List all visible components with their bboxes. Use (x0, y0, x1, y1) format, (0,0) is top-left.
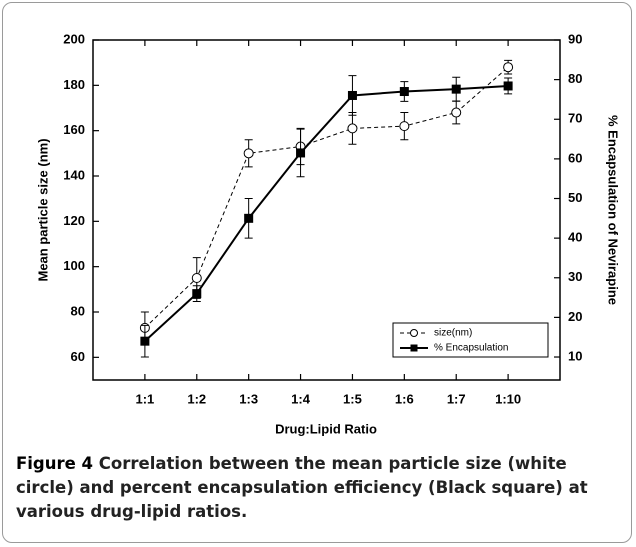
x-tick-label: 1:1 (135, 391, 154, 406)
y-tick-label: 80 (71, 303, 85, 318)
y-tick-label: 100 (63, 258, 85, 273)
series-line (144, 84, 509, 342)
y-tick-label: 140 (63, 167, 85, 182)
y2-axis-label: % Encapsulation of Nevirapine (606, 115, 621, 305)
caption-text: Correlation between the mean particle si… (16, 454, 588, 521)
marker (503, 81, 513, 91)
y-tick-label: 160 (63, 122, 85, 137)
marker (296, 148, 306, 158)
y2-tick-label: 70 (568, 111, 582, 126)
caption-label: Figure 4 (16, 454, 94, 473)
caption: Figure 4 Correlation between the mean pa… (16, 452, 622, 524)
x-tick-label: 1:5 (343, 391, 362, 406)
y2-tick-label: 50 (568, 190, 582, 205)
legend-marker (410, 329, 418, 337)
figure-card (2, 2, 632, 543)
y2-tick-label: 80 (568, 71, 582, 86)
y-tick-label: 200 (63, 31, 85, 46)
y-axis-label: Mean particle size (nm) (35, 138, 50, 281)
marker (503, 62, 514, 73)
marker (451, 84, 461, 94)
marker (244, 213, 254, 223)
series-line (144, 66, 509, 329)
marker (192, 289, 202, 299)
x-tick-label: 1:3 (239, 391, 258, 406)
legend-marker (410, 344, 418, 352)
x-tick-label: 1:4 (291, 391, 311, 406)
marker (451, 107, 462, 118)
marker (399, 121, 410, 132)
y2-tick-label: 10 (568, 348, 582, 363)
x-axis-label: Drug:Lipid Ratio (275, 421, 377, 436)
x-tick-label: 1:2 (187, 391, 206, 406)
y2-tick-label: 90 (568, 31, 582, 46)
legend-label: % Encapsulation (434, 343, 509, 354)
marker (243, 148, 254, 159)
plot-frame (92, 39, 561, 381)
marker (399, 87, 409, 97)
legend-label: size(nm) (434, 328, 472, 339)
y2-tick-label: 20 (568, 309, 582, 324)
y2-tick-label: 60 (568, 150, 582, 165)
marker (140, 336, 150, 346)
y-tick-label: 120 (63, 213, 85, 228)
x-tick-label: 1:10 (495, 391, 521, 406)
y-tick-label: 180 (63, 77, 85, 92)
legend-box (392, 322, 549, 358)
y2-tick-label: 40 (568, 230, 582, 245)
x-tick-label: 1:6 (395, 391, 414, 406)
marker (191, 273, 202, 283)
x-tick-label: 1:7 (447, 391, 466, 406)
marker (347, 90, 357, 100)
y2-tick-label: 30 (568, 269, 582, 284)
y-tick-label: 60 (71, 349, 85, 364)
marker (347, 123, 358, 134)
